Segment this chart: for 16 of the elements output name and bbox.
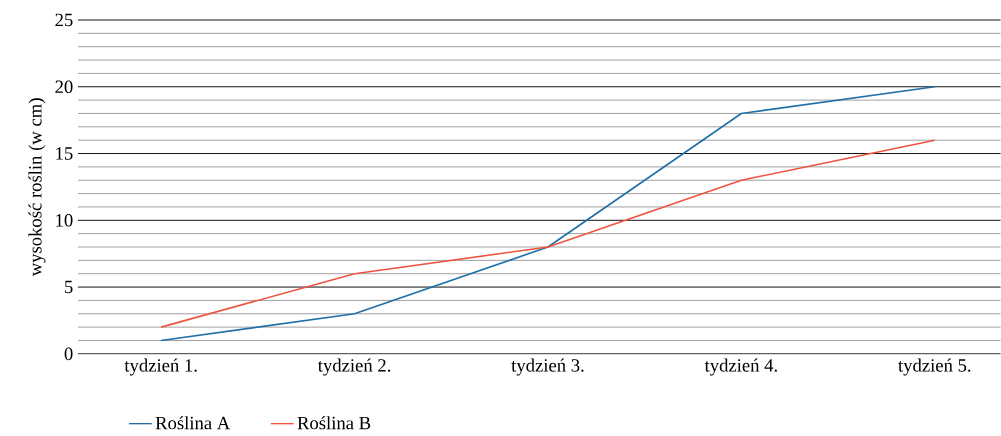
y-tick-label: 25 [55,13,73,27]
x-tick-label: tydzień 5. [898,358,971,376]
x-tick-label: tydzień 4. [704,358,777,376]
legend-label: Roślina A [155,415,231,430]
y-tick-label: 15 [56,147,73,160]
y-tick-label: 5 [65,280,73,294]
legend-label: Roślina B [297,415,371,430]
line-series [160,139,936,328]
y-tick-label: 10 [56,213,73,227]
y-tick-label: 0 [64,347,73,360]
x-tick-label: tydzień 2. [317,358,391,376]
x-tick-label: tydzień 1. [124,358,197,376]
x-tick-label: tydzień 3. [511,358,584,376]
y-tick-label: 20 [55,80,73,93]
y-axis-title: wysokość roślin (w cm) [28,98,46,277]
line-series [160,85,936,342]
